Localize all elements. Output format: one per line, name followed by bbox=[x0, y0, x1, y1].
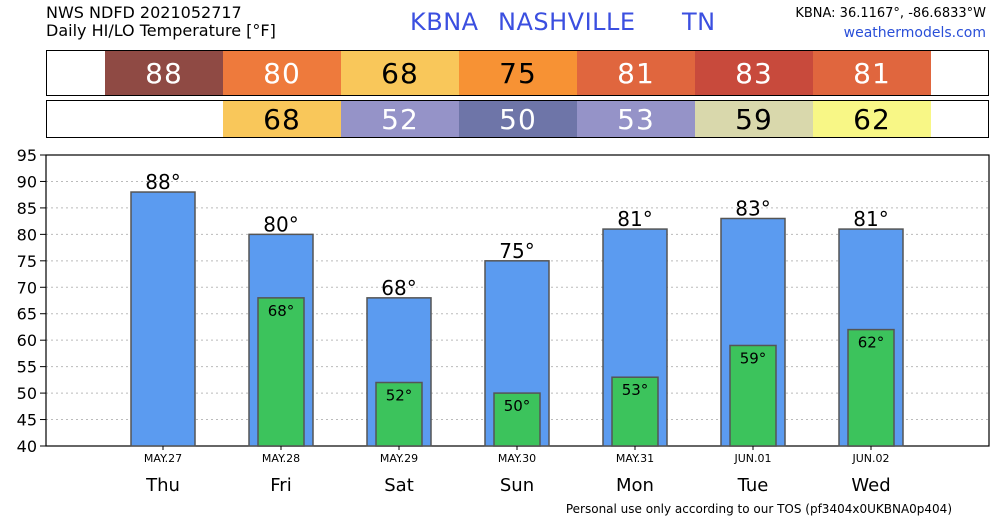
lo-bar-label: 68° bbox=[268, 302, 295, 320]
y-tick-label: 65 bbox=[17, 305, 37, 324]
lo-cell-6: 62 bbox=[813, 101, 931, 137]
day-label: Sun bbox=[500, 475, 534, 496]
lo-bar bbox=[257, 297, 305, 447]
y-tick-label: 45 bbox=[17, 411, 37, 430]
hi-bar-label: 81° bbox=[853, 207, 888, 231]
date-label: MAY.27 bbox=[144, 452, 182, 465]
day-label: Tue bbox=[737, 475, 769, 496]
y-tick-label: 85 bbox=[17, 199, 37, 218]
hi-bar-label: 80° bbox=[263, 212, 298, 236]
hi-cell-5: 83 bbox=[695, 51, 813, 95]
date-label: JUN.02 bbox=[851, 452, 889, 465]
day-label: Thu bbox=[145, 475, 180, 496]
date-label: MAY.31 bbox=[616, 452, 654, 465]
date-label: MAY.30 bbox=[498, 452, 536, 465]
date-label: JUN.01 bbox=[733, 452, 771, 465]
hi-cell-4: 81 bbox=[577, 51, 695, 95]
hi-bar bbox=[130, 191, 196, 447]
day-label: Fri bbox=[270, 475, 291, 496]
y-tick-label: 80 bbox=[17, 225, 37, 244]
lo-bar-label: 62° bbox=[858, 334, 885, 352]
y-tick-label: 40 bbox=[17, 437, 37, 456]
day-label: Sat bbox=[384, 475, 414, 496]
site-link[interactable]: weathermodels.com bbox=[843, 25, 986, 41]
station-city: NASHVILLE bbox=[498, 8, 636, 36]
lo-cell-3: 50 bbox=[459, 101, 577, 137]
lo-temperature-strip: 68 52 50 53 59 62 bbox=[46, 100, 989, 138]
hi-bar-label: 68° bbox=[381, 276, 416, 300]
lo-bar bbox=[375, 381, 423, 447]
hi-cell-2: 68 bbox=[341, 51, 459, 95]
hi-bar-label: 88° bbox=[145, 170, 180, 194]
y-tick-label: 50 bbox=[17, 384, 37, 403]
temperature-bar-chart: 40 45 50 55 60 65 70 75 80 85 90 95 88° MAY.27 Thu 80° 6… bbox=[17, 146, 990, 496]
lo-bar-label: 53° bbox=[622, 381, 649, 399]
lo-cell-0 bbox=[105, 101, 223, 137]
station-coordinates: KBNA: 36.1167°, -86.6833°W bbox=[795, 6, 986, 21]
y-tick-label: 60 bbox=[17, 331, 37, 350]
lo-bar-label: 59° bbox=[740, 349, 767, 367]
lo-cell-2: 52 bbox=[341, 101, 459, 137]
lo-bar bbox=[611, 376, 659, 447]
station-state: TN bbox=[682, 8, 716, 36]
y-tick-label: 70 bbox=[17, 278, 37, 297]
hi-cell-1: 80 bbox=[223, 51, 341, 95]
day-label: Mon bbox=[616, 475, 654, 496]
y-tick-label: 55 bbox=[17, 358, 37, 377]
station-code: KBNA bbox=[410, 8, 479, 36]
hi-cell-3: 75 bbox=[459, 51, 577, 95]
lo-cell-4: 53 bbox=[577, 101, 695, 137]
y-tick-label: 90 bbox=[17, 172, 37, 191]
hi-temperature-strip: 88 80 68 75 81 83 81 bbox=[46, 50, 989, 96]
hi-bar-label: 81° bbox=[617, 207, 652, 231]
hi-bar-label: 83° bbox=[735, 196, 770, 220]
tos-footer: Personal use only according to our TOS (… bbox=[565, 502, 952, 516]
lo-bar-label: 50° bbox=[504, 397, 531, 415]
product-line: NWS NDFD 2021052717 bbox=[46, 3, 242, 22]
y-tick-label: 75 bbox=[17, 252, 37, 271]
hi-bar-label: 75° bbox=[499, 239, 534, 263]
lo-cell-5: 59 bbox=[695, 101, 813, 137]
chart-title: Daily HI/LO Temperature [°F] bbox=[46, 21, 276, 40]
date-label: MAY.29 bbox=[380, 452, 418, 465]
lo-bar-label: 52° bbox=[386, 387, 413, 405]
day-label: Wed bbox=[851, 475, 890, 496]
lo-cell-1: 68 bbox=[223, 101, 341, 137]
y-tick-label: 95 bbox=[17, 146, 37, 165]
lo-bar bbox=[847, 328, 895, 447]
lo-bar bbox=[729, 344, 777, 447]
hi-cell-6: 81 bbox=[813, 51, 931, 95]
hi-cell-0: 88 bbox=[105, 51, 223, 95]
date-label: MAY.28 bbox=[262, 452, 300, 465]
